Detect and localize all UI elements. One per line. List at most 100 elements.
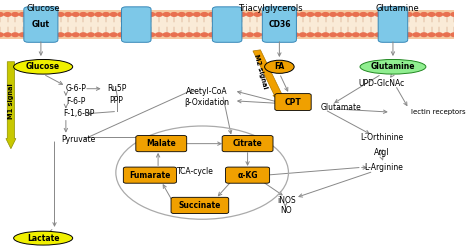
Circle shape — [133, 33, 139, 37]
Circle shape — [239, 33, 246, 37]
Circle shape — [398, 33, 404, 37]
Circle shape — [148, 33, 155, 37]
Circle shape — [0, 33, 3, 37]
Circle shape — [391, 33, 397, 37]
FancyBboxPatch shape — [121, 7, 151, 42]
Text: β-Oxidation: β-Oxidation — [184, 98, 229, 107]
Circle shape — [65, 33, 72, 37]
Circle shape — [383, 13, 390, 16]
Circle shape — [254, 33, 261, 37]
FancyArrow shape — [253, 50, 283, 102]
Circle shape — [444, 33, 450, 37]
Ellipse shape — [360, 59, 426, 74]
Ellipse shape — [14, 59, 73, 74]
Circle shape — [231, 33, 238, 37]
Text: Lactate: Lactate — [27, 234, 59, 243]
Circle shape — [216, 33, 223, 37]
Circle shape — [178, 13, 185, 16]
Circle shape — [88, 13, 94, 16]
Circle shape — [103, 33, 109, 37]
FancyBboxPatch shape — [226, 167, 270, 183]
Circle shape — [27, 33, 34, 37]
Circle shape — [171, 13, 177, 16]
Circle shape — [421, 33, 427, 37]
Ellipse shape — [14, 231, 73, 245]
Circle shape — [110, 33, 117, 37]
Circle shape — [413, 33, 419, 37]
Circle shape — [141, 13, 147, 16]
Ellipse shape — [264, 60, 294, 73]
Circle shape — [186, 13, 192, 16]
Circle shape — [110, 13, 117, 16]
Circle shape — [224, 33, 230, 37]
Circle shape — [201, 33, 208, 37]
Text: Glutamine: Glutamine — [375, 4, 419, 13]
Circle shape — [421, 13, 427, 16]
Circle shape — [345, 13, 352, 16]
Text: Pyruvate: Pyruvate — [61, 135, 96, 144]
Circle shape — [413, 13, 419, 16]
Circle shape — [231, 13, 238, 16]
Circle shape — [95, 13, 102, 16]
FancyArrow shape — [6, 62, 16, 149]
Circle shape — [118, 33, 124, 37]
Text: L-Arginine: L-Arginine — [365, 163, 403, 172]
Text: M2 signal: M2 signal — [253, 53, 268, 89]
Circle shape — [164, 33, 170, 37]
Circle shape — [406, 33, 412, 37]
Circle shape — [307, 33, 314, 37]
Text: Glutamine: Glutamine — [371, 62, 415, 71]
Text: Acetyl-CoA: Acetyl-CoA — [186, 87, 228, 97]
Circle shape — [300, 13, 306, 16]
Circle shape — [239, 13, 246, 16]
FancyBboxPatch shape — [262, 7, 296, 42]
Circle shape — [50, 13, 56, 16]
Text: FA: FA — [274, 62, 284, 71]
Text: Citrate: Citrate — [233, 139, 263, 148]
Text: L-Orthinine: L-Orthinine — [360, 133, 403, 142]
Circle shape — [269, 13, 276, 16]
Circle shape — [156, 33, 162, 37]
Text: Malate: Malate — [146, 139, 176, 148]
Circle shape — [57, 33, 64, 37]
FancyBboxPatch shape — [123, 167, 176, 183]
Circle shape — [353, 33, 359, 37]
Circle shape — [50, 33, 56, 37]
Circle shape — [57, 13, 64, 16]
Circle shape — [209, 33, 215, 37]
Bar — [0, 10, 454, 39]
Text: Glucose: Glucose — [27, 4, 60, 13]
FancyBboxPatch shape — [212, 7, 242, 42]
Circle shape — [262, 13, 268, 16]
Circle shape — [300, 33, 306, 37]
Text: Glucose: Glucose — [26, 62, 60, 71]
Circle shape — [391, 13, 397, 16]
Circle shape — [186, 33, 192, 37]
Circle shape — [451, 33, 457, 37]
Circle shape — [80, 13, 87, 16]
Circle shape — [246, 13, 253, 16]
Circle shape — [368, 33, 374, 37]
FancyBboxPatch shape — [136, 136, 187, 152]
Circle shape — [0, 13, 3, 16]
Circle shape — [103, 13, 109, 16]
Circle shape — [133, 13, 139, 16]
Text: Triacylglycerols: Triacylglycerols — [238, 4, 302, 13]
Circle shape — [277, 13, 283, 16]
Circle shape — [156, 13, 162, 16]
Circle shape — [88, 33, 94, 37]
Circle shape — [307, 13, 314, 16]
Text: Fumarate: Fumarate — [129, 171, 171, 180]
Circle shape — [193, 33, 200, 37]
Text: M1 signal: M1 signal — [8, 83, 14, 119]
Circle shape — [42, 13, 49, 16]
Text: Argl: Argl — [374, 148, 389, 157]
Circle shape — [254, 13, 261, 16]
Circle shape — [360, 13, 367, 16]
Circle shape — [451, 13, 457, 16]
Text: Glutamate: Glutamate — [320, 103, 361, 112]
Circle shape — [73, 33, 79, 37]
Circle shape — [322, 13, 329, 16]
Circle shape — [292, 13, 299, 16]
Circle shape — [35, 33, 41, 37]
